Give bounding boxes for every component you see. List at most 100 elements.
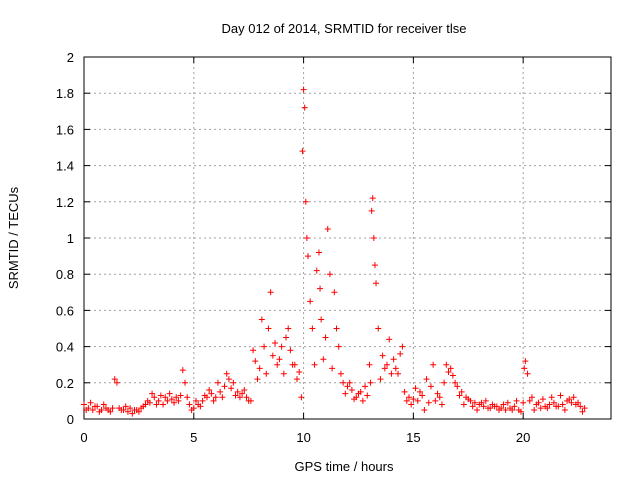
- data-point: [403, 397, 410, 404]
- data-point: [171, 399, 178, 406]
- data-point: [151, 394, 158, 401]
- data-point: [208, 390, 215, 397]
- data-point: [298, 394, 305, 401]
- data-point: [210, 397, 217, 404]
- data-point: [517, 408, 524, 415]
- data-point: [408, 401, 415, 408]
- data-point: [212, 394, 219, 401]
- data-point: [199, 397, 206, 404]
- data-point: [225, 376, 232, 383]
- data-point: [570, 394, 577, 401]
- data-point: [482, 397, 489, 404]
- data-point: [250, 347, 257, 354]
- y-tick-label: 0.8: [56, 267, 74, 282]
- data-point: [438, 401, 445, 408]
- data-point: [436, 394, 443, 401]
- data-point: [447, 365, 454, 372]
- data-point: [535, 399, 542, 406]
- data-point: [377, 376, 384, 383]
- data-point: [575, 399, 582, 406]
- data-point: [579, 408, 586, 415]
- data-point: [272, 339, 279, 346]
- data-point: [546, 401, 553, 408]
- data-point: [239, 390, 246, 397]
- data-point: [566, 396, 573, 403]
- data-point: [177, 392, 184, 399]
- data-point: [423, 376, 430, 383]
- data-point: [362, 383, 369, 390]
- data-point: [269, 352, 276, 359]
- data-point: [568, 399, 575, 406]
- data-point: [427, 383, 434, 390]
- data-point: [511, 403, 518, 410]
- data-point: [456, 392, 463, 399]
- data-point: [504, 399, 511, 406]
- data-point: [469, 403, 476, 410]
- data-point: [521, 365, 528, 372]
- data-point: [127, 405, 134, 412]
- data-point: [373, 280, 380, 287]
- data-point: [302, 198, 309, 205]
- x-tick-label: 0: [80, 430, 87, 445]
- data-point: [129, 410, 136, 417]
- data-point: [293, 376, 300, 383]
- data-point: [299, 148, 306, 155]
- data-point: [192, 397, 199, 404]
- data-point: [366, 361, 373, 368]
- plot-frame: [83, 56, 612, 420]
- data-point: [254, 376, 261, 383]
- chart-title: Day 012 of 2014, SRMTID for receiver tls…: [222, 21, 467, 36]
- data-point: [241, 387, 248, 394]
- data-point: [326, 271, 333, 278]
- data-point: [113, 379, 120, 386]
- data-point: [379, 352, 386, 359]
- data-point: [109, 405, 116, 412]
- data-point: [317, 285, 324, 292]
- data-point: [162, 394, 169, 401]
- x-tick-label: 5: [190, 430, 197, 445]
- data-point: [405, 394, 412, 401]
- data-point: [124, 408, 131, 415]
- data-point: [173, 394, 180, 401]
- data-point: [219, 394, 226, 401]
- data-point: [434, 390, 441, 397]
- data-point: [283, 334, 290, 341]
- data-point: [252, 358, 259, 365]
- data-point: [375, 325, 382, 332]
- data-point: [315, 249, 322, 256]
- data-point: [384, 361, 391, 368]
- data-point: [300, 86, 307, 93]
- data-point: [548, 394, 555, 401]
- x-tick-label: 20: [516, 430, 530, 445]
- data-point: [452, 379, 459, 386]
- y-tick-label: 1.8: [56, 86, 74, 101]
- data-point: [111, 376, 118, 383]
- data-point: [155, 397, 162, 404]
- data-point: [230, 379, 237, 386]
- data-point: [301, 104, 308, 111]
- data-point: [474, 406, 481, 413]
- data-point: [179, 367, 186, 374]
- data-point: [201, 392, 208, 399]
- data-point: [478, 399, 485, 406]
- data-points: [81, 86, 588, 417]
- data-point: [258, 316, 265, 323]
- data-point: [581, 405, 588, 412]
- data-point: [214, 379, 221, 386]
- data-point: [344, 383, 351, 390]
- data-point: [390, 356, 397, 363]
- data-point: [197, 403, 204, 410]
- x-axis-label: GPS time / hours: [295, 459, 394, 474]
- data-point: [333, 325, 340, 332]
- data-point: [443, 361, 450, 368]
- data-point: [188, 406, 195, 413]
- data-point: [386, 336, 393, 343]
- y-tick-label: 0: [67, 412, 74, 427]
- data-point: [414, 397, 421, 404]
- data-point: [265, 325, 272, 332]
- data-point: [182, 379, 189, 386]
- data-point: [256, 365, 263, 372]
- data-point: [577, 403, 584, 410]
- data-point: [522, 358, 529, 365]
- data-point: [351, 396, 358, 403]
